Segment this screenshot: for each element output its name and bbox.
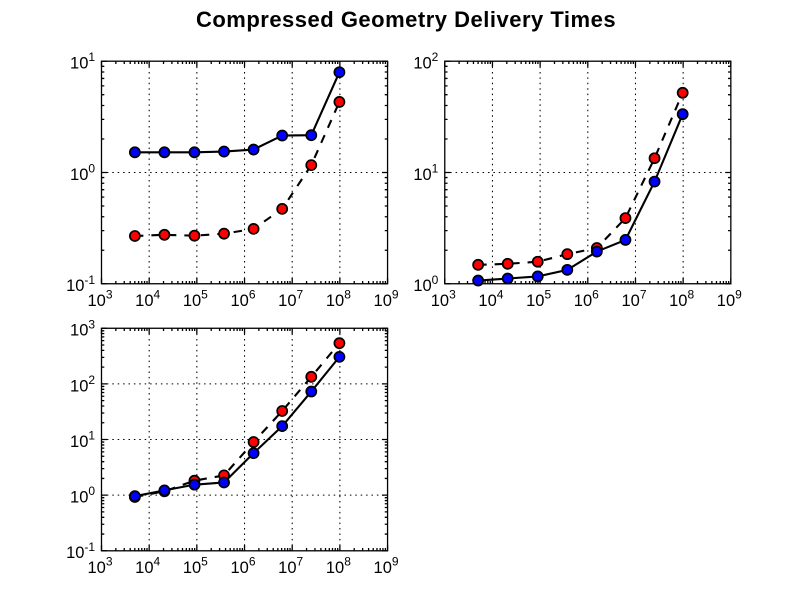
svg-text:104: 104 xyxy=(478,288,503,310)
svg-text:103: 103 xyxy=(70,317,95,339)
svg-text:101: 101 xyxy=(70,50,95,72)
svg-text:103: 103 xyxy=(87,288,112,310)
svg-text:105: 105 xyxy=(183,288,208,310)
svg-text:102: 102 xyxy=(70,373,95,395)
svg-text:107: 107 xyxy=(621,288,646,310)
svg-text:108: 108 xyxy=(326,288,351,310)
svg-text:102: 102 xyxy=(413,50,438,72)
svg-text:103: 103 xyxy=(87,555,112,577)
svg-text:104: 104 xyxy=(135,555,160,577)
svg-text:106: 106 xyxy=(574,288,599,310)
svg-text:107: 107 xyxy=(278,288,303,310)
svg-text:101: 101 xyxy=(70,429,95,451)
svg-text:106: 106 xyxy=(231,288,256,310)
svg-text:100: 100 xyxy=(70,161,95,183)
svg-text:108: 108 xyxy=(326,555,351,577)
svg-text:104: 104 xyxy=(135,288,160,310)
svg-text:107: 107 xyxy=(278,555,303,577)
svg-text:101: 101 xyxy=(413,161,438,183)
svg-text:109: 109 xyxy=(717,288,742,310)
svg-text:108: 108 xyxy=(669,288,694,310)
svg-text:109: 109 xyxy=(374,288,399,310)
svg-text:100: 100 xyxy=(70,484,95,506)
svg-text:106: 106 xyxy=(231,555,256,577)
svg-text:103: 103 xyxy=(431,288,456,310)
svg-text:109: 109 xyxy=(374,555,399,577)
svg-text:105: 105 xyxy=(183,555,208,577)
svg-text:105: 105 xyxy=(526,288,551,310)
